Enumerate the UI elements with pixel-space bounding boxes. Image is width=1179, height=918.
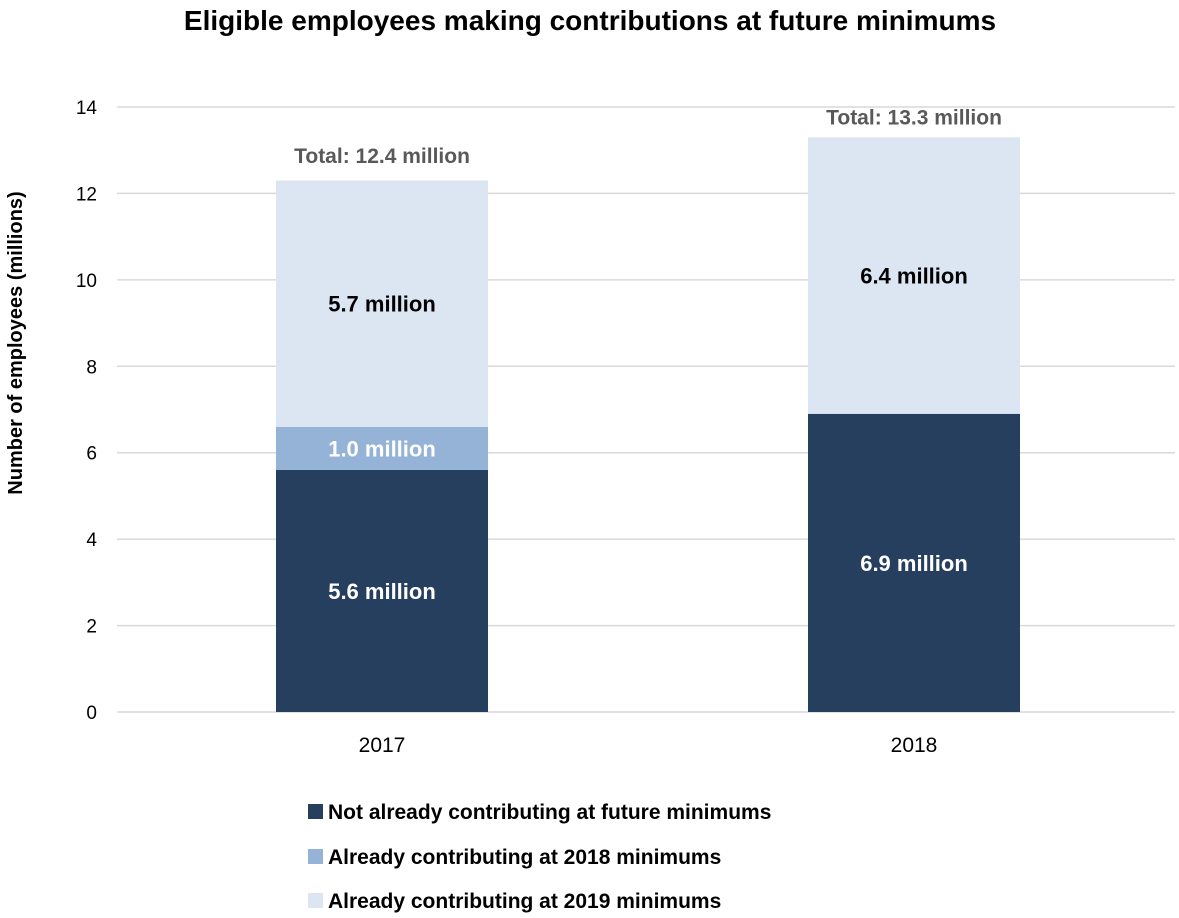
y-tick-label: 8 xyxy=(86,357,97,378)
legend-label: Already contributing at 2019 minimums xyxy=(328,890,721,913)
chart-title: Eligible employees making contributions … xyxy=(184,5,996,36)
bar-segment-2017-series-3 xyxy=(276,180,488,427)
data-label: 5.7 million xyxy=(328,292,436,317)
y-axis-label: Number of employees (millions) xyxy=(5,191,27,494)
y-tick-label: 2 xyxy=(86,617,97,638)
data-label: 6.9 million xyxy=(860,551,968,576)
bar-segment-2018-series-3 xyxy=(808,137,1020,414)
x-axis-ticks: 2017 2018 xyxy=(359,734,938,757)
bar-segment-2017-series-1 xyxy=(276,470,488,712)
y-axis-ticks: 0 2 4 6 8 10 12 14 xyxy=(76,98,98,724)
y-tick-label: 14 xyxy=(76,98,98,119)
y-tick-label: 0 xyxy=(86,703,97,724)
y-tick-label: 4 xyxy=(86,530,97,551)
legend: Not already contributing at future minim… xyxy=(308,801,771,913)
bar-segment-2018-series-1 xyxy=(808,413,1020,712)
legend-swatch xyxy=(308,804,323,819)
legend-label: Not already contributing at future minim… xyxy=(328,801,771,824)
data-label: 5.6 million xyxy=(328,579,436,604)
legend-swatch xyxy=(308,849,323,864)
legend-label: Already contributing at 2018 minimums xyxy=(328,846,721,869)
y-tick-label: 12 xyxy=(76,184,97,205)
y-tick-label: 10 xyxy=(76,271,97,292)
x-tick-label: 2017 xyxy=(359,734,406,757)
legend-swatch xyxy=(308,893,323,908)
data-label: 1.0 million xyxy=(328,436,436,461)
y-tick-label: 6 xyxy=(86,444,97,465)
total-label: Total: 12.4 million xyxy=(294,145,470,168)
total-label: Total: 13.3 million xyxy=(826,106,1002,129)
x-tick-label: 2018 xyxy=(891,734,938,757)
bar-segment-2017-series-2 xyxy=(276,426,488,470)
data-label: 6.4 million xyxy=(860,264,968,289)
bars: 5.6 million 1.0 million 5.7 million Total: … xyxy=(276,106,1020,712)
